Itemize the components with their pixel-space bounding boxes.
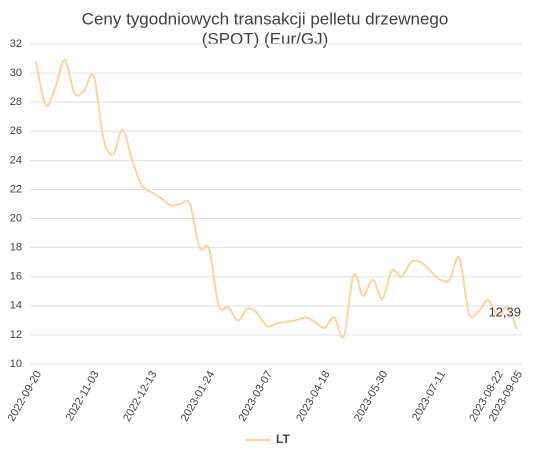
y-tick-label: 26 <box>10 125 22 137</box>
y-tick-label: 20 <box>10 212 22 224</box>
y-tick-label: 30 <box>10 67 22 79</box>
y-tick-label: 14 <box>10 300 22 312</box>
y-tick-label: 10 <box>10 358 22 370</box>
x-tick-label: 2023-01-24 <box>179 369 218 424</box>
x-tick-label: 2022-11-03 <box>64 369 102 423</box>
x-tick-label: 2023-05-30 <box>352 369 391 424</box>
x-tick-label: 2022-09-20 <box>6 369 45 424</box>
y-tick-label: 32 <box>10 38 22 50</box>
legend-label: LT <box>276 432 290 446</box>
y-tick-label: 12 <box>10 329 22 341</box>
x-tick-label: 2023-07-11 <box>410 369 448 423</box>
chart-title: Ceny tygodniowych transakcji pelletu drz… <box>82 9 449 28</box>
line-series <box>35 58 518 339</box>
x-tick-label: 2023-04-18 <box>294 369 333 424</box>
chart-title: (SPOT) (Eur/GJ) <box>202 29 329 48</box>
y-tick-label: 24 <box>10 154 22 166</box>
data-label: 12,39 <box>488 305 521 320</box>
x-tick-label: 2022-12-13 <box>121 369 160 424</box>
y-tick-label: 16 <box>10 271 22 283</box>
y-tick-label: 22 <box>10 183 22 195</box>
y-tick-label: 18 <box>10 242 22 254</box>
y-tick-label: 28 <box>10 96 22 108</box>
x-tick-label: 2023-03-07 <box>236 369 275 424</box>
